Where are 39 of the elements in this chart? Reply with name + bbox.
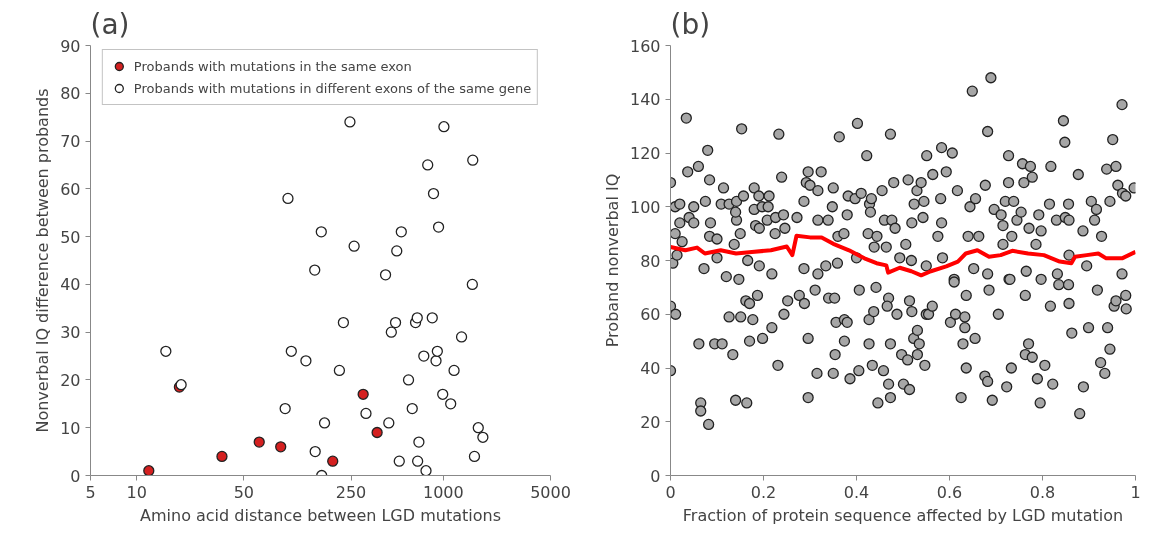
y-tick-label: 70: [60, 132, 81, 152]
x-tick-label: 0.4: [843, 482, 870, 502]
y-axis-title: Proband nonverbal IQ: [602, 173, 622, 348]
legend-label: Probands with mutations in the same exon: [133, 57, 412, 76]
x-tick-label: 50: [233, 482, 255, 502]
x-tick-label: 1: [1130, 482, 1141, 502]
x-tick-label: 5: [85, 482, 96, 502]
x-tick-label: 0: [665, 482, 676, 502]
y-tick-label: 160: [629, 36, 661, 56]
x-axis-title: Fraction of protein sequence affected by LGD mutation: [682, 505, 1124, 525]
y-tick-label: 40: [60, 275, 81, 295]
y-tick-label: 90: [60, 36, 81, 56]
y-axis-title: Nonverbal IQ difference between probands: [33, 88, 53, 433]
x-tick-label: 0.6: [936, 482, 963, 502]
x-tick-label: 0.2: [750, 482, 777, 502]
y-tick-label: 120: [629, 144, 661, 163]
x-tick-label: 0.8: [1029, 482, 1056, 502]
y-tick-label: 80: [640, 251, 661, 271]
y-tick-label: 30: [60, 323, 81, 343]
y-tick-label: 40: [640, 359, 661, 378]
y-tick-label: 0: [650, 466, 661, 486]
y-tick-label: 50: [60, 227, 81, 247]
x-tick-label: 5000: [530, 482, 571, 502]
y-tick-label: 60: [60, 179, 81, 199]
y-tick-label: 20: [60, 370, 81, 390]
legend-label: Probands with mutations in different exons of the same gene: [133, 79, 532, 98]
chart-title: (a): [90, 7, 130, 41]
y-tick-label: 60: [640, 305, 661, 325]
y-tick-label: 100: [629, 197, 661, 217]
y-tick-label: 20: [640, 412, 661, 432]
y-tick-label: 0: [70, 466, 81, 486]
chart-title: (b): [670, 7, 711, 41]
y-tick-label: 10: [60, 418, 81, 438]
x-tick-label: 10: [126, 482, 147, 502]
y-tick-label: 80: [60, 84, 81, 104]
x-tick-label: 250: [335, 482, 367, 502]
x-axis-title: Amino acid distance between LGD mutations: [140, 505, 501, 525]
y-tick-label: 140: [629, 90, 661, 110]
x-tick-label: 1000: [422, 482, 464, 502]
